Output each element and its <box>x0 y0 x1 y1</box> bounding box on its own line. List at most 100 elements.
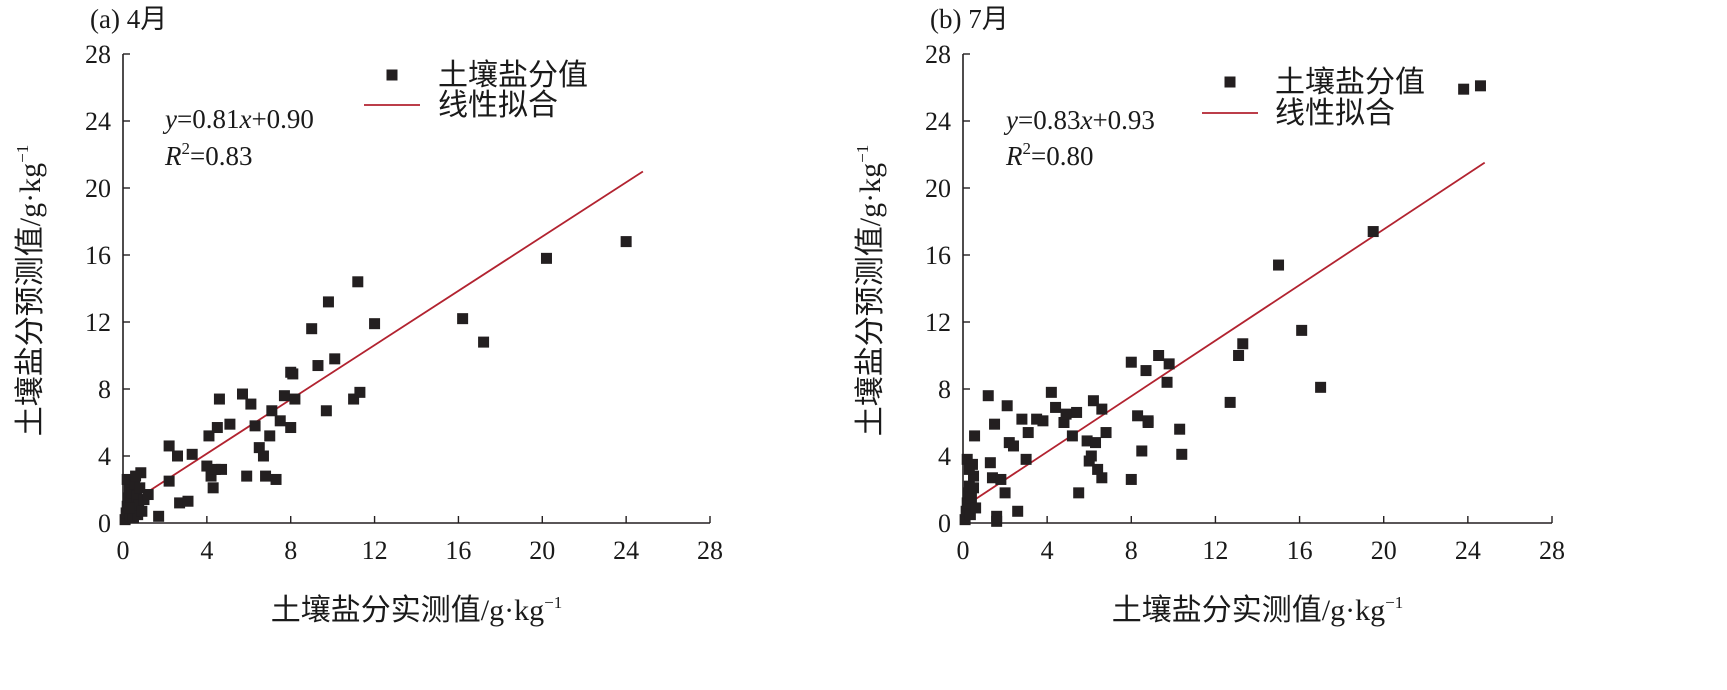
data-point <box>1153 350 1165 361</box>
data-point <box>207 482 219 494</box>
y-tick-label: 4 <box>938 442 951 471</box>
y-tick-label: 16 <box>85 241 111 270</box>
data-point <box>224 418 236 430</box>
x-tick-label: 24 <box>1455 536 1481 565</box>
data-point <box>989 418 1001 430</box>
x-tick-label: 24 <box>613 536 639 565</box>
data-point <box>1142 417 1154 428</box>
data-point <box>186 448 198 460</box>
data-point <box>968 482 980 494</box>
data-point <box>1125 356 1137 368</box>
y-axis-title: 土壤盐分预测值/g·kg−1 <box>853 145 887 436</box>
data-point <box>1132 410 1144 422</box>
data-point <box>285 422 297 434</box>
data-point <box>1136 445 1148 457</box>
data-point <box>1237 338 1249 350</box>
data-point <box>172 450 184 462</box>
data-point <box>1474 80 1486 92</box>
data-point <box>203 430 215 442</box>
y-tick-label: 20 <box>925 174 951 203</box>
data-point <box>142 489 154 501</box>
data-point <box>1020 453 1032 465</box>
panel-label: (b) 7月 <box>930 4 1009 34</box>
data-point <box>963 463 975 475</box>
data-point <box>457 313 469 325</box>
x-tick-label: 4 <box>200 536 213 565</box>
data-point <box>1085 450 1097 462</box>
data-point <box>1233 350 1245 361</box>
data-point <box>970 502 982 514</box>
legend-label-fit: 线性拟合 <box>438 89 558 122</box>
data-point <box>1163 358 1175 370</box>
data-point <box>986 472 998 484</box>
data-point <box>253 442 265 454</box>
data-point <box>306 323 318 335</box>
y-tick-label: 4 <box>98 442 111 471</box>
r-squared: R2=0.83 <box>164 139 252 171</box>
x-tick-label: 28 <box>1539 536 1565 565</box>
data-point <box>1071 406 1083 418</box>
data-point <box>211 422 223 434</box>
data-point <box>312 360 324 372</box>
data-point <box>1090 437 1102 449</box>
panel-label: (a) 4月 <box>90 4 167 34</box>
data-point <box>1016 413 1028 425</box>
y-tick-label: 0 <box>98 509 111 538</box>
data-point <box>1087 395 1099 407</box>
data-point <box>1161 376 1173 388</box>
data-point <box>1001 400 1013 412</box>
legend-label-points: 土壤盐分值 <box>1275 66 1425 99</box>
data-point <box>1060 408 1072 420</box>
data-point <box>1174 423 1186 435</box>
chart-panel-b: (b) 7月 0 4 8 12 16 20 24 28 0 4 8 12 16 20 24 28 土壤盐分实测值/… <box>853 4 1565 627</box>
data-point <box>964 509 976 521</box>
data-point <box>1096 472 1108 484</box>
data-point <box>991 515 1003 527</box>
data-point <box>266 405 278 417</box>
data-point <box>1125 473 1137 485</box>
data-point <box>1092 463 1104 475</box>
data-point <box>264 430 276 442</box>
fit-line <box>962 161 1486 509</box>
data-point <box>1031 413 1043 425</box>
chart-panel-a: (a) 4月 0 4 8 12 16 20 24 28 0 4 8 12 16 20 24 28 土壤盐分实测值/… <box>13 4 723 627</box>
data-point <box>274 415 286 427</box>
data-point <box>249 420 261 432</box>
data-point <box>289 393 301 405</box>
data-point <box>270 473 282 485</box>
data-point <box>278 390 290 402</box>
x-tick-label: 8 <box>284 536 297 565</box>
data-point <box>241 470 253 482</box>
data-point <box>205 470 217 482</box>
data-point <box>540 252 552 264</box>
r-squared: R2=0.80 <box>1005 139 1093 171</box>
data-point <box>1296 324 1308 336</box>
x-axis-title: 土壤盐分实测值/g·kg−1 <box>1112 593 1403 627</box>
data-point <box>1066 430 1078 442</box>
data-point <box>965 492 977 504</box>
y-tick-label: 24 <box>925 107 951 136</box>
y-tick-label: 8 <box>98 375 111 404</box>
data-point <box>287 368 299 380</box>
data-point <box>968 470 980 482</box>
data-point <box>163 475 175 487</box>
x-tick-label: 4 <box>1041 536 1054 565</box>
data-point <box>216 463 228 475</box>
data-point <box>478 336 490 348</box>
x-tick-label: 20 <box>529 536 555 565</box>
y-tick-label: 28 <box>925 40 951 69</box>
y-tick-label: 0 <box>938 509 951 538</box>
x-tick-label: 28 <box>697 536 723 565</box>
data-point <box>1315 381 1327 393</box>
data-point <box>1096 403 1108 415</box>
data-point <box>260 470 272 482</box>
data-point <box>969 430 981 442</box>
data-point <box>322 296 334 308</box>
data-point <box>163 440 175 452</box>
x-tick-label: 0 <box>117 536 130 565</box>
data-point <box>121 473 133 485</box>
data-point <box>1273 259 1285 271</box>
fit-line <box>122 170 644 509</box>
y-tick-label: 16 <box>925 241 951 270</box>
